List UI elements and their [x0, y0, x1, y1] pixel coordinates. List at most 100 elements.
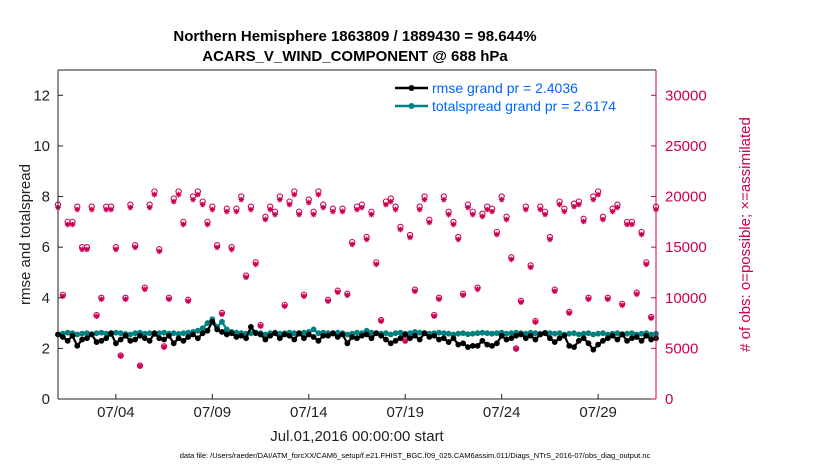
obs-assimilated-point	[590, 196, 597, 203]
obs-assimilated-point	[648, 315, 654, 322]
rmse-point	[93, 339, 100, 345]
rmse-point	[479, 337, 486, 344]
rmse-point	[122, 332, 129, 339]
obs-assimilated-point	[643, 261, 650, 268]
rmse-point	[489, 342, 495, 349]
obs-assimilated-point	[301, 293, 307, 300]
obs-assimilated-point	[349, 241, 355, 248]
totalspread-point	[445, 330, 452, 337]
totalspread-point	[551, 330, 558, 337]
obs-assimilated-point	[600, 216, 606, 223]
rmse-point	[624, 337, 630, 344]
rmse-point	[595, 341, 602, 348]
rmse-series	[55, 318, 659, 353]
rmse-point	[436, 336, 442, 343]
totalspread-point	[161, 329, 167, 336]
y-right-tick-label: 0	[665, 391, 673, 408]
data-file-footer: data file: /Users/raeder/DAI/ATM_forcXX/…	[179, 451, 651, 460]
obs-assimilated-point	[151, 191, 158, 198]
rmse-point	[590, 346, 597, 353]
obs-assimilated-point	[267, 206, 273, 213]
rmse-point	[161, 336, 167, 343]
obs-assimilated-point	[209, 206, 216, 213]
rmse-point	[170, 340, 177, 347]
x-tick-label: 07/29	[579, 404, 617, 421]
rmse-point	[137, 332, 143, 339]
obs-assimilated-point	[503, 216, 510, 223]
rmse-point	[527, 332, 534, 339]
rmse-point	[556, 335, 563, 342]
obs-assimilated-point	[387, 198, 394, 205]
rmse-point	[194, 335, 201, 342]
rmse-point	[276, 335, 283, 342]
rmse-point	[69, 332, 76, 339]
totalspread-point	[465, 331, 471, 338]
rmse-point	[59, 334, 66, 340]
totalspread-point	[368, 329, 375, 336]
obs-assimilated-point	[339, 208, 346, 215]
obs-assimilated-point	[166, 296, 172, 303]
obs-assimilated-point	[243, 274, 249, 281]
rmse-point	[585, 340, 592, 347]
y-left-tick-label: 2	[42, 340, 50, 357]
totalspread-point	[493, 330, 500, 337]
obs-assimilated-point	[383, 201, 389, 208]
obs-assimilated-point	[334, 289, 341, 296]
obs-assimilated-point	[561, 208, 568, 215]
obs-assimilated-point	[117, 353, 124, 359]
totalspread-point	[74, 331, 81, 338]
totalspread-point	[503, 330, 510, 337]
obs-assimilated-point	[465, 204, 471, 211]
rmse-point	[190, 331, 196, 338]
totalspread-point	[489, 330, 495, 337]
obs-assimilated-point	[609, 208, 616, 215]
rmse-point	[310, 334, 317, 340]
rmse-point	[175, 335, 182, 342]
rmse-point	[508, 335, 515, 342]
totalspread-point	[392, 330, 399, 337]
rmse-point	[363, 331, 370, 338]
obs-assimilated-point	[214, 244, 220, 251]
totalspread-point	[64, 329, 71, 336]
obs-assimilated-point	[320, 204, 327, 211]
obs-assimilated-point	[185, 298, 192, 305]
obs-assimilated-point	[624, 221, 630, 228]
obs-assimilated-point	[431, 313, 437, 320]
rmse-point	[79, 336, 86, 343]
obs-assimilated-point	[69, 221, 76, 228]
rmse-point	[305, 331, 312, 338]
rmse-point	[648, 336, 655, 343]
totalspread-point	[474, 330, 481, 337]
obs-assimilated-point	[392, 206, 399, 213]
obs-assimilated-point	[310, 211, 317, 218]
totalspread-point	[98, 329, 105, 336]
rmse-point	[368, 335, 375, 342]
obs-assimilated-point	[378, 318, 384, 325]
rmse-point	[547, 335, 553, 342]
rmse-point	[431, 332, 438, 339]
rmse-point	[146, 337, 153, 344]
rmse-point	[108, 330, 114, 337]
y-left-tick-label: 8	[42, 189, 50, 206]
obs-assimilated-point	[368, 211, 375, 218]
obs-assimilated-point	[566, 310, 572, 317]
rmse-point	[281, 331, 288, 338]
obs-assimilated-point	[450, 221, 457, 228]
totalspread-point	[354, 329, 360, 336]
rmse-point	[339, 331, 346, 338]
rmse-point	[223, 331, 230, 338]
totalspread-point	[204, 320, 211, 326]
totalspread-point	[508, 330, 515, 337]
totalspread-point	[614, 330, 621, 337]
rmse-point	[518, 331, 524, 338]
chart-title: Northern Hemisphere 1863809 / 1889430 = …	[173, 28, 537, 45]
plot-frame	[58, 70, 656, 399]
rmse-point	[185, 334, 192, 340]
obs-assimilated-point	[522, 206, 529, 213]
obs-assimilated-point	[103, 206, 110, 213]
rmse-point	[392, 337, 399, 344]
obs-assimilated-point	[441, 196, 447, 203]
rmse-point	[272, 330, 278, 337]
rmse-point	[296, 330, 303, 337]
obs-assimilated-point	[629, 221, 635, 228]
